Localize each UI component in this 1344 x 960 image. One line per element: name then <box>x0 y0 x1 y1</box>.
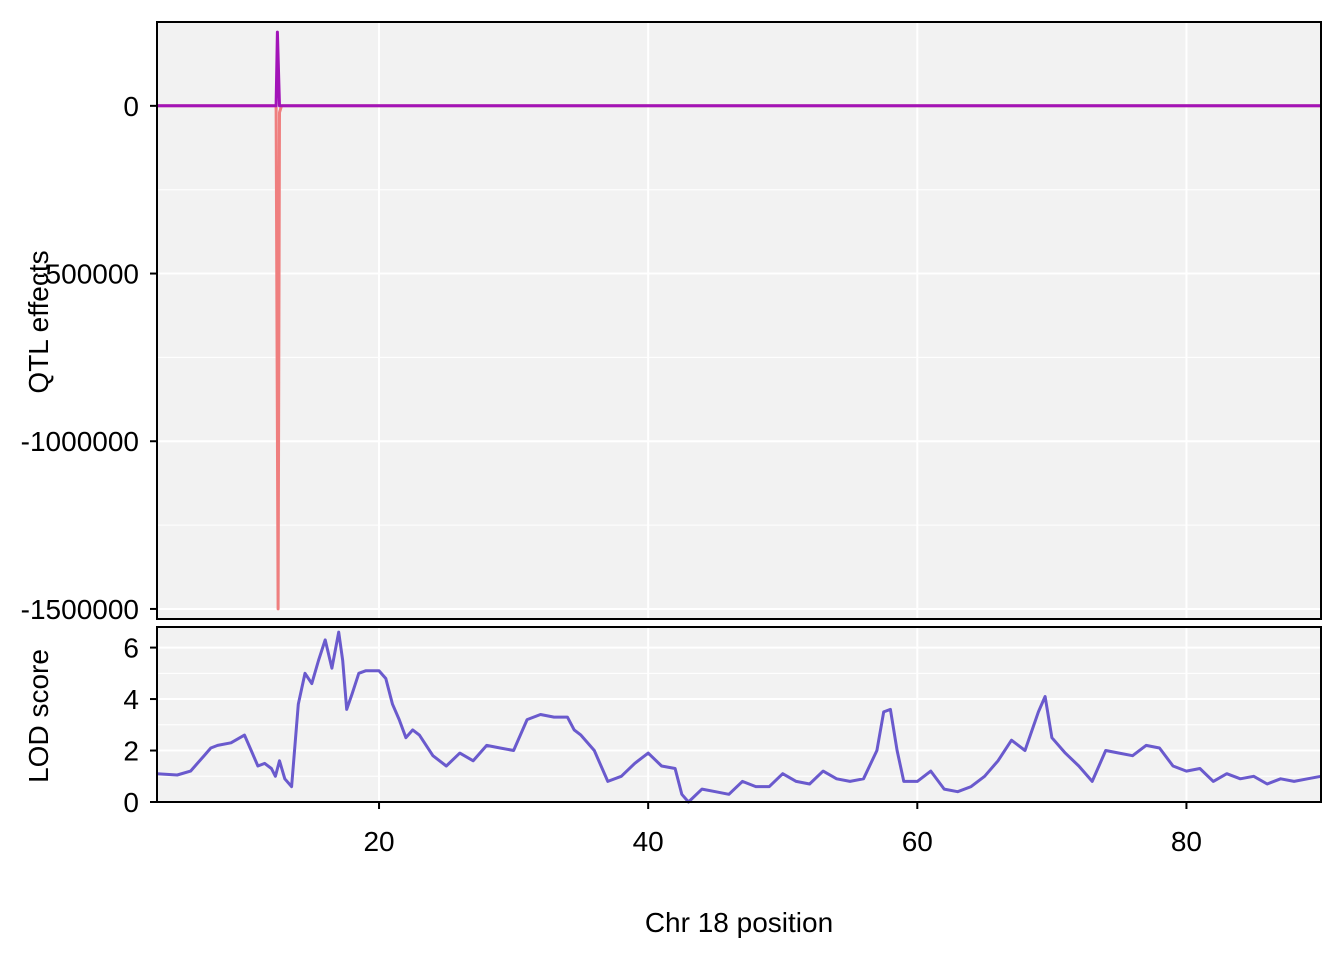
effects-panel-frame <box>156 21 1322 620</box>
lod-series <box>156 630 1322 804</box>
x-tick-label: 40 <box>633 826 664 857</box>
effects-series <box>157 30 1321 611</box>
y-tick-label: 2 <box>123 736 139 767</box>
lod-y-ticks: 0 2 4 6 <box>123 633 157 818</box>
effects-panel: 0 -500000 -1000000 -1500000 QTL effects <box>21 21 1322 625</box>
y-tick-label: -1000000 <box>21 426 139 457</box>
y-tick-label: 6 <box>123 633 139 664</box>
x-tick-label: 80 <box>1171 826 1202 857</box>
lod-panel: 0 2 4 6 20 40 60 80 LOD score Chr 18 position <box>23 626 1322 938</box>
x-tick-label: 20 <box>363 826 394 857</box>
y-tick-label: 0 <box>123 787 139 818</box>
y-tick-label: 4 <box>123 684 139 715</box>
y-tick-label: -1500000 <box>21 594 139 625</box>
x-axis-title: Chr 18 position <box>645 907 833 938</box>
lod-y-axis-title: LOD score <box>23 649 54 783</box>
lod-panel-background <box>157 627 1321 802</box>
x-tick-label: 60 <box>902 826 933 857</box>
y-tick-label: -500000 <box>36 259 139 290</box>
lod-x-ticks: 20 40 60 80 <box>363 802 1202 857</box>
series-line-1 <box>157 30 1321 108</box>
effects-panel-background <box>157 22 1321 619</box>
lod-panel-frame <box>156 626 1322 803</box>
series-line-0 <box>156 630 1322 804</box>
effects-y-ticks: 0 -500000 -1000000 -1500000 <box>21 91 157 625</box>
effects-y-axis-title: QTL effects <box>23 250 54 393</box>
y-tick-label: 0 <box>123 91 139 122</box>
